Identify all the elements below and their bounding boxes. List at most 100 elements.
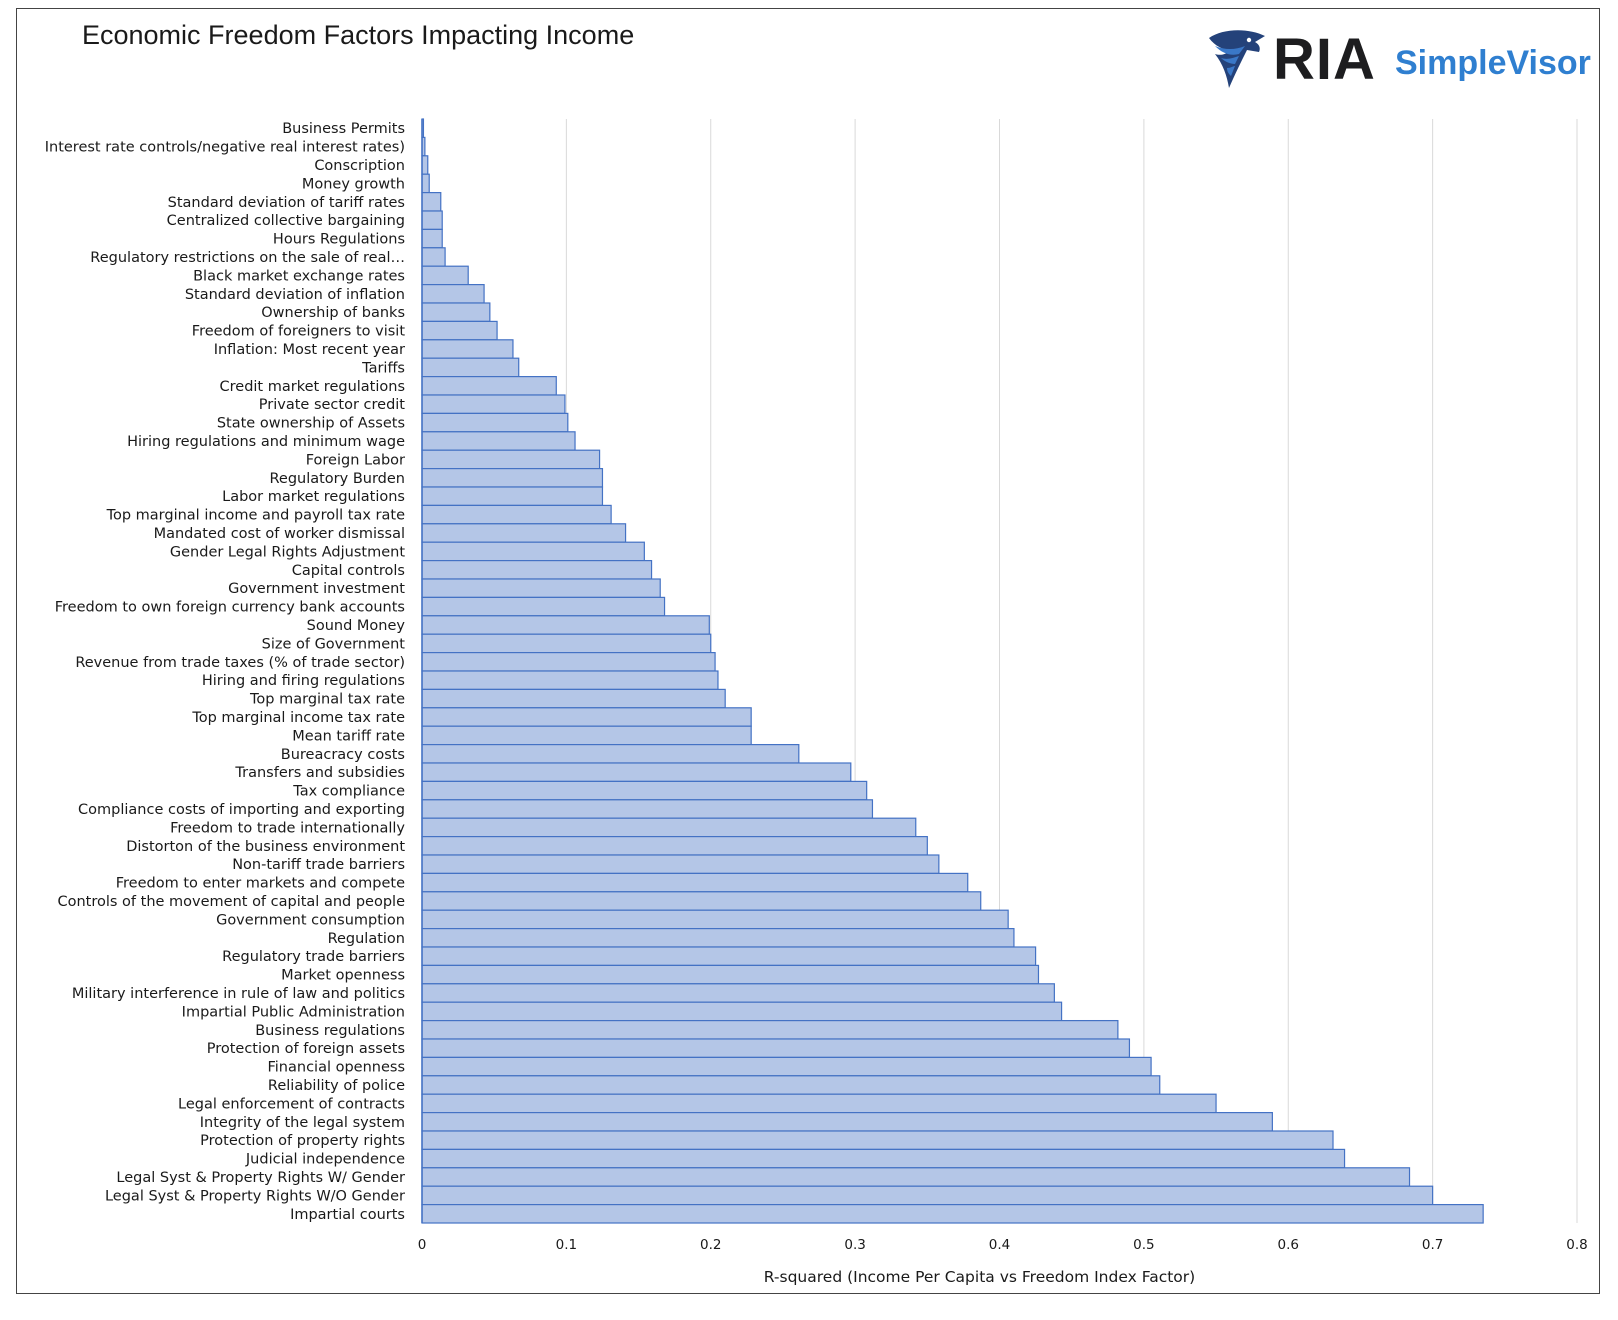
- logo-product-text: SimpleVisor: [1395, 44, 1591, 82]
- x-tick-label: 0.7: [1422, 1237, 1443, 1253]
- bar: [421, 192, 442, 212]
- bar: [421, 1001, 1063, 1022]
- bar: [421, 891, 982, 911]
- category-label: Reliability of police: [268, 1078, 405, 1094]
- category-label: Foreign Labor: [306, 452, 405, 468]
- x-tick-labels: 0 0.1 0.2 0.3 0.4 0.5 0.6 0.7 0.8: [418, 1237, 1588, 1253]
- category-label: Freedom to own foreign currency bank acc…: [55, 600, 405, 616]
- category-label: Government investment: [228, 581, 405, 597]
- bar: [421, 909, 1009, 930]
- bar: [421, 284, 485, 304]
- bar: [421, 431, 576, 451]
- eagle-head-icon: [1209, 30, 1265, 88]
- bar: [421, 651, 716, 672]
- category-label: Freedom to enter markets and compete: [116, 876, 405, 892]
- category-label: Centralized collective bargaining: [167, 213, 405, 229]
- x-tick-label: 0.2: [700, 1237, 721, 1253]
- category-label: Financial openness: [267, 1060, 405, 1076]
- category-label: Gender Legal Rights Adjustment: [170, 544, 405, 560]
- ria-simplevisor-logo: RIA SimpleVisor: [1205, 26, 1591, 96]
- category-label: Tax compliance: [292, 784, 405, 800]
- category-label: Private sector credit: [259, 397, 406, 413]
- bar: [421, 449, 601, 470]
- category-label: Hiring regulations and minimum wage: [127, 434, 405, 450]
- category-label: Mean tariff rate: [292, 728, 405, 744]
- bar: [421, 1167, 1411, 1187]
- bar: [421, 1075, 1161, 1095]
- category-label: Legal Syst & Property Rights W/ Gender: [116, 1170, 405, 1186]
- bar: [421, 946, 1037, 966]
- bar: [421, 964, 1040, 985]
- x-tick-label: 0.8: [1566, 1237, 1587, 1253]
- x-axis-label: R-squared (Income Per Capita vs Freedom …: [764, 1268, 1195, 1286]
- bar: [421, 1111, 1273, 1132]
- category-label: Protection of foreign assets: [207, 1041, 405, 1057]
- bar: [421, 780, 868, 801]
- bar: [421, 468, 604, 488]
- category-label: Non-tariff trade barriers: [232, 857, 405, 873]
- category-label: Impartial courts: [290, 1207, 405, 1223]
- category-label: Black market exchange rates: [193, 268, 405, 284]
- bar: [421, 615, 710, 635]
- bar: [421, 559, 653, 580]
- category-label: Freedom to trade internationally: [170, 820, 405, 836]
- category-label: Conscription: [314, 158, 405, 174]
- logo-brand-text: RIA: [1273, 27, 1376, 92]
- category-label: Judicial independence: [245, 1152, 405, 1168]
- category-label: Integrity of the legal system: [200, 1115, 405, 1131]
- category-label: Protection of property rights: [200, 1133, 405, 1149]
- category-label: Regulatory Burden: [269, 471, 405, 487]
- bar: [421, 1185, 1434, 1206]
- bar: [421, 486, 604, 506]
- bar: [421, 541, 645, 562]
- bar: [421, 596, 666, 617]
- bar: [421, 578, 661, 598]
- category-label: Impartial Public Administration: [182, 1004, 405, 1020]
- bar: [421, 725, 752, 746]
- category-label: Sound Money: [307, 618, 406, 634]
- category-label: Top marginal income and payroll tax rate: [106, 508, 405, 524]
- bar: [421, 799, 874, 819]
- category-label: Mandated cost of worker dismissal: [154, 526, 405, 542]
- bar: [421, 670, 719, 690]
- category-label: Legal Syst & Property Rights W/O Gender: [105, 1188, 405, 1204]
- bar: [421, 1093, 1217, 1114]
- chart-title: Economic Freedom Factors Impacting Incom…: [82, 20, 635, 50]
- bar: [421, 247, 446, 267]
- bar: [421, 927, 1015, 948]
- category-label: Money growth: [302, 176, 405, 192]
- category-label: State ownership of Assets: [217, 416, 405, 432]
- bar: [421, 872, 969, 893]
- bar: [421, 394, 566, 414]
- category-label: Freedom of foreigners to visit: [192, 324, 406, 340]
- bar: [421, 173, 430, 194]
- bar: [421, 743, 800, 764]
- category-label: Distorton of the business environment: [126, 839, 405, 855]
- bar: [421, 265, 469, 286]
- bar: [421, 854, 940, 874]
- bar: [421, 412, 569, 433]
- x-tick-label: 0: [418, 1237, 427, 1253]
- bar: [421, 155, 429, 175]
- category-label: Labor market regulations: [222, 489, 405, 505]
- category-label: Regulatory restrictions on the sale of r…: [90, 250, 405, 266]
- x-tick-label: 0.1: [556, 1237, 577, 1253]
- category-label: Regulatory trade barriers: [222, 949, 405, 965]
- bar: [421, 817, 917, 838]
- category-label: Business Permits: [282, 121, 405, 137]
- bar: [421, 523, 627, 543]
- bar: [421, 1148, 1346, 1169]
- category-label: Revenue from trade taxes (% of trade sec…: [75, 655, 405, 671]
- bar: [421, 1056, 1152, 1077]
- category-label: Top marginal tax rate: [249, 692, 405, 708]
- bar: [421, 210, 443, 230]
- category-label: Military interference in rule of law and…: [72, 986, 405, 1002]
- bar: [421, 707, 752, 727]
- x-tick-label: 0.6: [1278, 1237, 1299, 1253]
- category-label: Business regulations: [255, 1023, 405, 1039]
- bar: [421, 1203, 1484, 1224]
- bars: [421, 118, 1484, 1224]
- bar: [421, 633, 712, 654]
- category-label: Ownership of banks: [261, 305, 405, 321]
